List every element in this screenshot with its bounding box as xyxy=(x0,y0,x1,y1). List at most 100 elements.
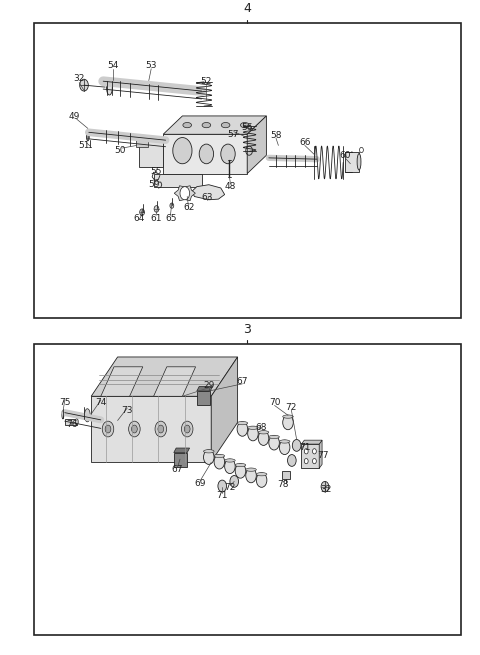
Ellipse shape xyxy=(237,422,248,425)
Text: 52: 52 xyxy=(201,77,212,86)
Text: 71: 71 xyxy=(216,491,228,500)
Circle shape xyxy=(180,187,190,200)
Ellipse shape xyxy=(214,455,225,457)
Polygon shape xyxy=(139,141,163,167)
Text: 69: 69 xyxy=(194,479,206,488)
Circle shape xyxy=(304,449,308,454)
Text: 55: 55 xyxy=(150,167,162,176)
Text: 57: 57 xyxy=(227,130,239,139)
Circle shape xyxy=(283,415,293,430)
Text: 32: 32 xyxy=(73,74,85,83)
Bar xyxy=(65,419,77,425)
Circle shape xyxy=(154,206,159,212)
Ellipse shape xyxy=(279,440,290,443)
Circle shape xyxy=(181,421,193,437)
Circle shape xyxy=(204,450,214,464)
Circle shape xyxy=(279,440,290,455)
Circle shape xyxy=(199,144,214,164)
Polygon shape xyxy=(247,116,266,174)
Polygon shape xyxy=(174,186,195,200)
Circle shape xyxy=(288,455,296,466)
Circle shape xyxy=(218,480,227,492)
Text: 32: 32 xyxy=(321,485,332,495)
Circle shape xyxy=(173,138,192,164)
Circle shape xyxy=(304,458,308,464)
Text: 66: 66 xyxy=(299,138,311,147)
Circle shape xyxy=(312,458,316,464)
Ellipse shape xyxy=(225,458,235,462)
Circle shape xyxy=(102,421,114,437)
Bar xyxy=(174,453,187,467)
Ellipse shape xyxy=(269,436,279,439)
Text: 53: 53 xyxy=(145,61,157,70)
Ellipse shape xyxy=(256,473,267,476)
Circle shape xyxy=(321,481,329,492)
Text: 50: 50 xyxy=(114,146,126,155)
Bar xyxy=(345,152,359,172)
Text: 67: 67 xyxy=(237,377,248,386)
Text: 29: 29 xyxy=(203,381,215,390)
Circle shape xyxy=(237,422,248,436)
Ellipse shape xyxy=(235,464,246,466)
Ellipse shape xyxy=(349,152,354,172)
Polygon shape xyxy=(163,116,266,134)
Text: 63: 63 xyxy=(202,193,213,202)
Text: 72: 72 xyxy=(286,403,297,412)
Polygon shape xyxy=(319,440,322,468)
Circle shape xyxy=(105,425,111,433)
Text: 78: 78 xyxy=(277,480,289,489)
Text: 60: 60 xyxy=(340,151,351,160)
Circle shape xyxy=(140,209,144,215)
Ellipse shape xyxy=(84,409,90,422)
Circle shape xyxy=(230,476,239,487)
Polygon shape xyxy=(154,174,202,187)
Circle shape xyxy=(170,203,174,208)
Polygon shape xyxy=(163,134,247,174)
Text: 71: 71 xyxy=(299,443,311,452)
Text: 67: 67 xyxy=(172,465,183,474)
Text: 70: 70 xyxy=(269,398,280,407)
Text: 51: 51 xyxy=(78,141,90,150)
Circle shape xyxy=(256,473,267,487)
Bar xyxy=(34,23,461,318)
Polygon shape xyxy=(301,440,322,444)
Ellipse shape xyxy=(248,426,258,430)
Circle shape xyxy=(235,464,246,478)
Text: 4: 4 xyxy=(243,2,251,15)
Circle shape xyxy=(225,459,235,474)
Text: 75: 75 xyxy=(59,398,71,407)
Ellipse shape xyxy=(202,122,211,128)
Polygon shape xyxy=(301,444,319,468)
Circle shape xyxy=(360,147,363,153)
Circle shape xyxy=(155,421,167,437)
Polygon shape xyxy=(192,185,225,200)
Circle shape xyxy=(246,468,256,483)
Ellipse shape xyxy=(183,122,192,128)
Text: 54: 54 xyxy=(107,61,119,70)
Polygon shape xyxy=(197,386,213,391)
Text: 76: 76 xyxy=(66,420,78,429)
Ellipse shape xyxy=(75,419,78,425)
Polygon shape xyxy=(174,448,190,453)
Text: 48: 48 xyxy=(225,181,236,191)
Polygon shape xyxy=(154,367,196,396)
Bar xyxy=(282,471,290,479)
Text: 3: 3 xyxy=(243,323,251,336)
Ellipse shape xyxy=(283,415,293,419)
Text: 58: 58 xyxy=(270,131,282,140)
Polygon shape xyxy=(211,357,238,462)
Ellipse shape xyxy=(240,122,249,128)
Text: 74: 74 xyxy=(95,398,107,407)
Circle shape xyxy=(214,455,225,469)
Bar xyxy=(136,140,148,147)
Circle shape xyxy=(184,425,190,433)
Ellipse shape xyxy=(204,449,214,453)
Text: 59: 59 xyxy=(148,180,159,189)
Text: 49: 49 xyxy=(69,112,80,121)
Text: 68: 68 xyxy=(255,423,266,432)
Text: 77: 77 xyxy=(317,451,328,460)
Circle shape xyxy=(258,431,269,445)
Circle shape xyxy=(80,79,88,91)
Polygon shape xyxy=(91,357,238,396)
Circle shape xyxy=(269,436,279,450)
